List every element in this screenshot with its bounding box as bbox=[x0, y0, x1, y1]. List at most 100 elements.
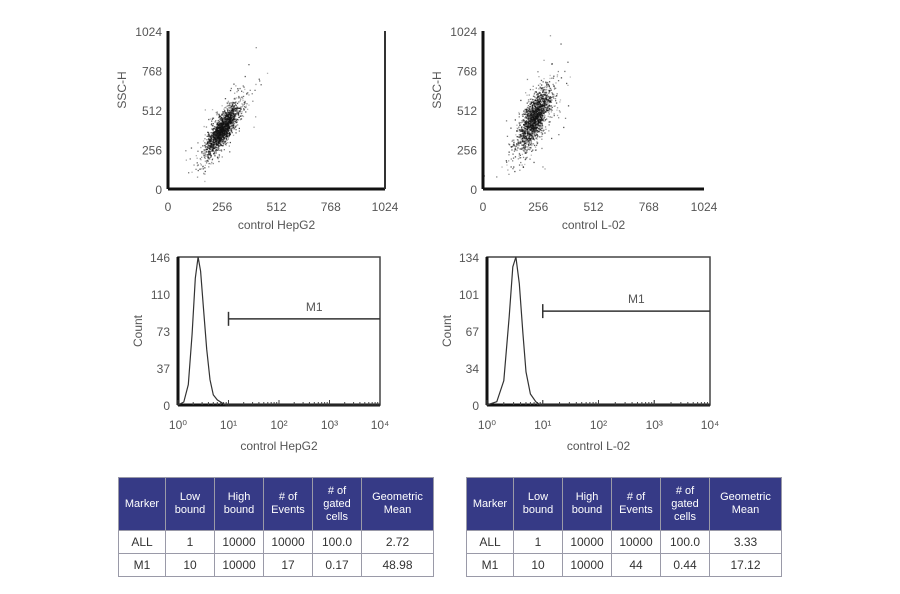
scatter-point bbox=[527, 99, 530, 101]
scatter-point bbox=[528, 132, 530, 134]
cell: 10000 bbox=[611, 530, 661, 554]
scatter-point bbox=[520, 138, 522, 140]
scatter-point bbox=[537, 103, 539, 105]
scatter-point bbox=[548, 105, 551, 107]
scatter-point bbox=[523, 129, 525, 131]
scatter-point bbox=[544, 93, 547, 95]
table-row: ALL 1 10000 10000 100.0 2.72 bbox=[118, 530, 434, 554]
scatter-point bbox=[516, 143, 518, 145]
scatter-point bbox=[533, 114, 536, 116]
scatter-point bbox=[227, 124, 229, 126]
scatter-point bbox=[532, 119, 534, 122]
scatter-point bbox=[533, 95, 536, 98]
scatter-point bbox=[536, 109, 538, 112]
scatter-point bbox=[531, 129, 533, 132]
scatter-point bbox=[218, 132, 220, 134]
scatter-point bbox=[229, 114, 231, 116]
scatter-point bbox=[511, 145, 514, 148]
y-tick-label: 0 bbox=[163, 399, 170, 413]
scatter-point bbox=[224, 112, 227, 114]
scatter-point bbox=[550, 108, 552, 110]
scatter-point bbox=[218, 156, 220, 158]
scatter-point bbox=[199, 158, 201, 160]
scatter-point bbox=[542, 105, 545, 107]
scatter-point bbox=[197, 150, 199, 152]
y-tick-label: 1024 bbox=[135, 25, 162, 39]
scatter-point bbox=[203, 125, 205, 128]
scatter-point bbox=[528, 126, 530, 128]
scatter-point bbox=[549, 121, 551, 123]
scatter-point bbox=[530, 154, 532, 156]
scatter-point bbox=[216, 122, 218, 124]
scatter-point bbox=[202, 165, 204, 167]
scatter-point bbox=[206, 141, 209, 143]
scatter-point bbox=[200, 164, 202, 166]
scatter-point bbox=[232, 105, 234, 107]
cell: 0.17 bbox=[312, 553, 362, 577]
scatter-point bbox=[525, 123, 527, 125]
scatter-point bbox=[543, 109, 545, 111]
scatter-point bbox=[547, 115, 549, 118]
scatter-point bbox=[211, 118, 214, 120]
scatter-point bbox=[532, 122, 534, 124]
table-row: M1 10 10000 44 0.44 17.12 bbox=[466, 553, 782, 577]
scatter-point bbox=[542, 89, 545, 91]
scatter-point bbox=[537, 120, 539, 122]
scatter-point bbox=[540, 115, 542, 117]
scatter-point bbox=[218, 115, 221, 118]
scatter-point bbox=[227, 137, 229, 139]
scatter-point bbox=[213, 127, 216, 129]
scatter-point bbox=[549, 99, 551, 101]
scatter-point bbox=[227, 130, 229, 132]
scatter-point bbox=[534, 124, 537, 126]
scatter-point bbox=[220, 124, 222, 126]
scatter-point bbox=[537, 106, 539, 108]
scatter-point bbox=[521, 138, 524, 140]
scatter-point bbox=[529, 124, 532, 126]
scatter-point bbox=[526, 112, 528, 114]
scatter-point bbox=[526, 149, 528, 151]
scatter-point bbox=[531, 150, 533, 152]
scatter-point bbox=[528, 123, 530, 125]
scatter-point bbox=[519, 135, 522, 137]
scatter-point bbox=[551, 106, 553, 109]
scatter-point bbox=[234, 118, 236, 120]
scatter-point bbox=[223, 130, 226, 132]
scatter-point bbox=[527, 129, 529, 131]
scatter-point bbox=[205, 143, 207, 145]
scatter-point bbox=[529, 129, 531, 131]
scatter-point bbox=[534, 110, 537, 112]
scatter-point bbox=[253, 126, 255, 128]
scatter-point bbox=[529, 129, 531, 131]
scatter-point bbox=[232, 112, 234, 114]
scatter-point bbox=[221, 135, 223, 137]
scatter-point bbox=[221, 136, 223, 138]
scatter-point bbox=[524, 144, 526, 147]
scatter-point bbox=[228, 114, 231, 116]
scatter-point bbox=[541, 88, 544, 90]
scatter-point bbox=[535, 118, 538, 120]
scatter-point bbox=[220, 143, 222, 145]
scatter-point bbox=[217, 157, 219, 159]
scatter-point bbox=[219, 142, 221, 144]
scatter-point bbox=[530, 127, 533, 130]
scatter-point bbox=[236, 106, 239, 108]
scatter-point bbox=[541, 125, 544, 127]
scatter-point bbox=[533, 119, 535, 121]
scatter-point bbox=[526, 131, 528, 133]
scatter-point bbox=[207, 134, 209, 136]
scatter-point bbox=[548, 113, 550, 115]
scatter-point bbox=[224, 111, 226, 113]
scatter-point bbox=[235, 104, 237, 106]
scatter-point bbox=[542, 111, 544, 113]
scatter-point bbox=[527, 126, 529, 128]
scatter-point bbox=[215, 151, 217, 153]
scatter-point bbox=[527, 119, 529, 121]
scatter-point bbox=[536, 107, 538, 109]
scatter-point bbox=[527, 109, 530, 111]
scatter-point bbox=[527, 117, 529, 119]
scatter-point bbox=[535, 112, 537, 114]
scatter-point bbox=[225, 130, 227, 132]
scatter-point bbox=[535, 144, 538, 146]
scatter-point bbox=[230, 102, 232, 104]
